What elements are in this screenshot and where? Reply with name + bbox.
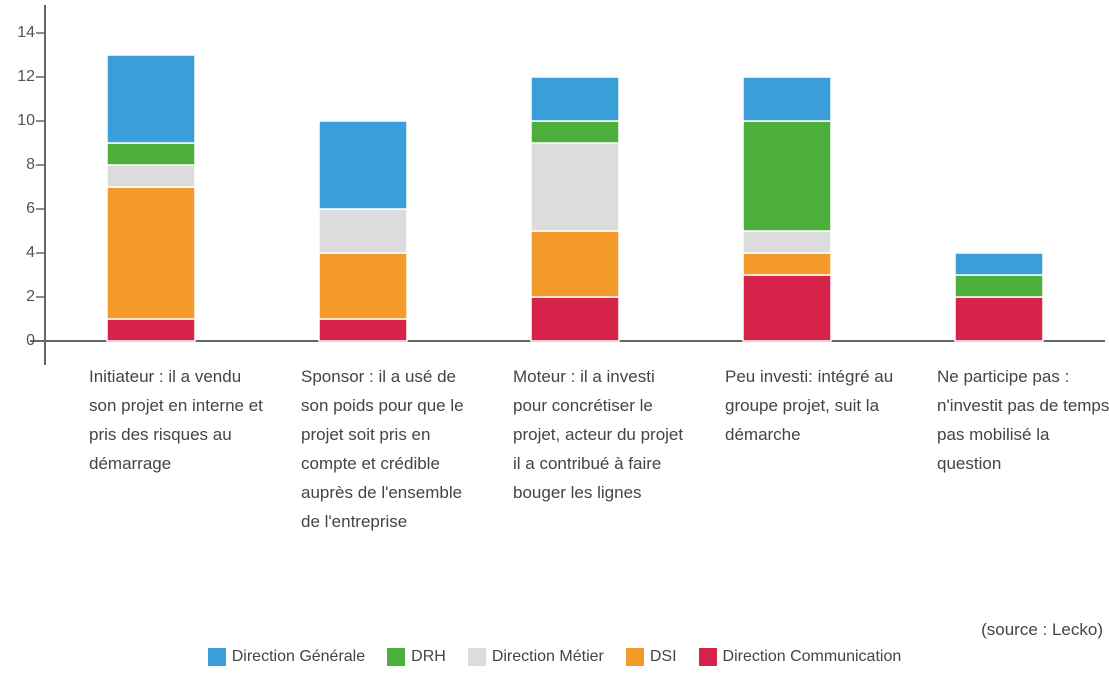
- y-tick-label: 6: [26, 200, 35, 217]
- bar-segment: [106, 186, 196, 320]
- legend-label: Direction Métier: [491, 648, 604, 665]
- bar-segment: [742, 76, 832, 122]
- x-tick-label: Sponsor : il a usé de son poids pour que…: [301, 367, 464, 531]
- x-tick-label: Moteur : il a investi pour concrétiser l…: [513, 367, 684, 502]
- bar-segment: [318, 120, 408, 210]
- source: (source : Lecko): [981, 620, 1103, 639]
- bar-segment: [106, 54, 196, 144]
- bar-segment: [318, 318, 408, 342]
- bar-segment: [318, 208, 408, 254]
- x-tick-label: Initiateur : il a vendu son projet en in…: [89, 367, 263, 473]
- bar-segment: [106, 142, 196, 166]
- y-tick-label: 8: [26, 156, 35, 173]
- legend-swatch: [698, 648, 717, 666]
- y-tick-label: 10: [17, 112, 35, 129]
- y-tick-label: 14: [17, 24, 35, 41]
- legend-label: DSI: [649, 648, 677, 665]
- legend-label: Direction Communication: [722, 648, 902, 665]
- bar-segment: [954, 252, 1044, 276]
- bar-segment: [530, 142, 620, 232]
- bar-segment: [106, 318, 196, 342]
- legend-swatch: [625, 648, 644, 666]
- bar-segment: [954, 296, 1044, 342]
- bar-segment: [530, 76, 620, 122]
- bar-segment: [530, 230, 620, 298]
- legend-label: DRH: [411, 648, 446, 665]
- bar-segment: [742, 274, 832, 342]
- bar-segment: [742, 120, 832, 232]
- bar-segment: [742, 252, 832, 276]
- bar-segment: [530, 296, 620, 342]
- x-tick-label: Ne participe pas : n'investit pas de tem…: [937, 367, 1109, 473]
- bar-segment: [742, 230, 832, 254]
- y-tick-label: 0: [26, 332, 35, 349]
- legend-item: DSI: [625, 648, 677, 666]
- legend: Direction Générale DRH Direction Métier DSI…: [0, 648, 1109, 666]
- bar-segment: [106, 164, 196, 188]
- legend-item: Direction Communication: [698, 648, 902, 666]
- legend-swatch: [467, 648, 486, 666]
- legend-item: Direction Générale: [207, 648, 366, 666]
- bar-segment: [530, 120, 620, 144]
- y-tick-label: 12: [17, 68, 35, 85]
- legend-swatch: [387, 648, 406, 666]
- bar-segment: [318, 252, 408, 320]
- x-tick-label: Peu investi: intégré au groupe projet, s…: [725, 367, 894, 444]
- bar-segment: [954, 274, 1044, 298]
- legend-item: DRH: [387, 648, 446, 666]
- legend-label: Direction Générale: [231, 648, 366, 665]
- y-tick-label: 4: [26, 244, 35, 261]
- y-tick-label: 2: [26, 288, 35, 305]
- legend-item: Direction Métier: [467, 648, 604, 666]
- legend-swatch: [207, 648, 226, 666]
